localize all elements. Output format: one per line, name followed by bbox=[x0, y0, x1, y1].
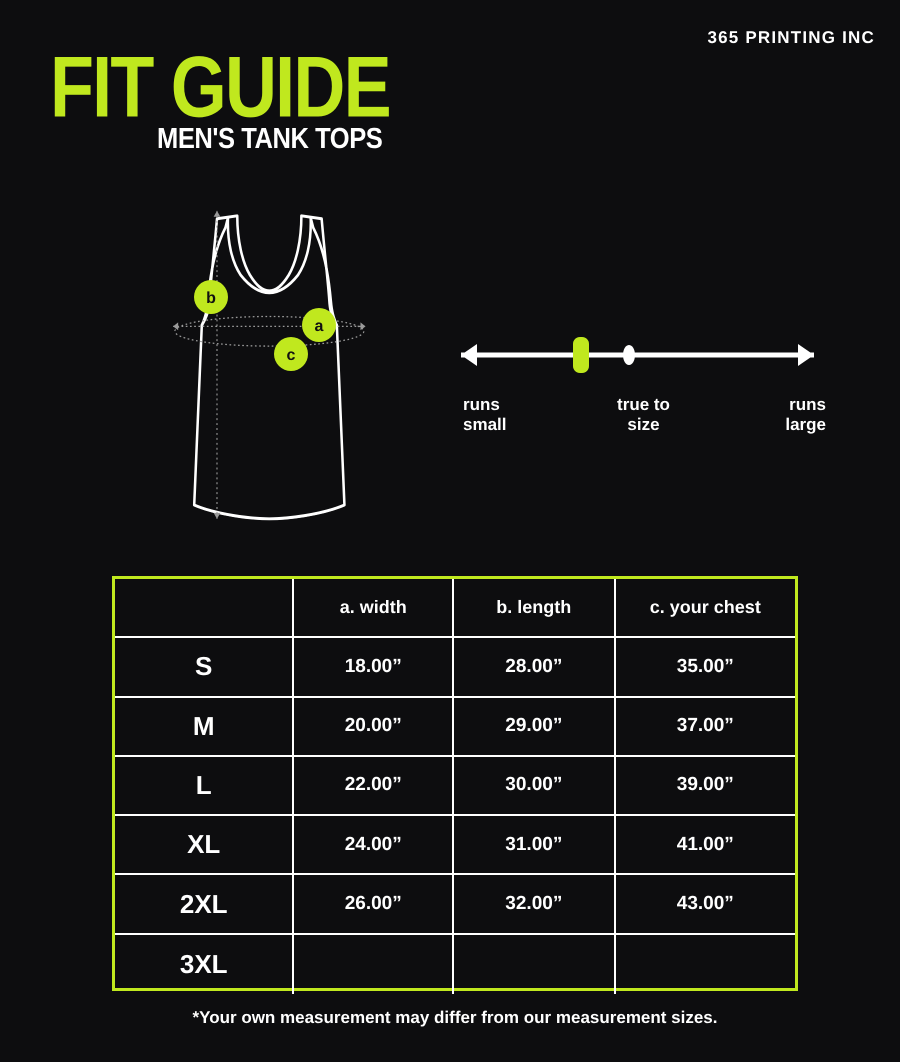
svg-text:c: c bbox=[287, 347, 296, 364]
svg-text:a: a bbox=[315, 318, 324, 335]
svg-text:b: b bbox=[206, 290, 216, 307]
